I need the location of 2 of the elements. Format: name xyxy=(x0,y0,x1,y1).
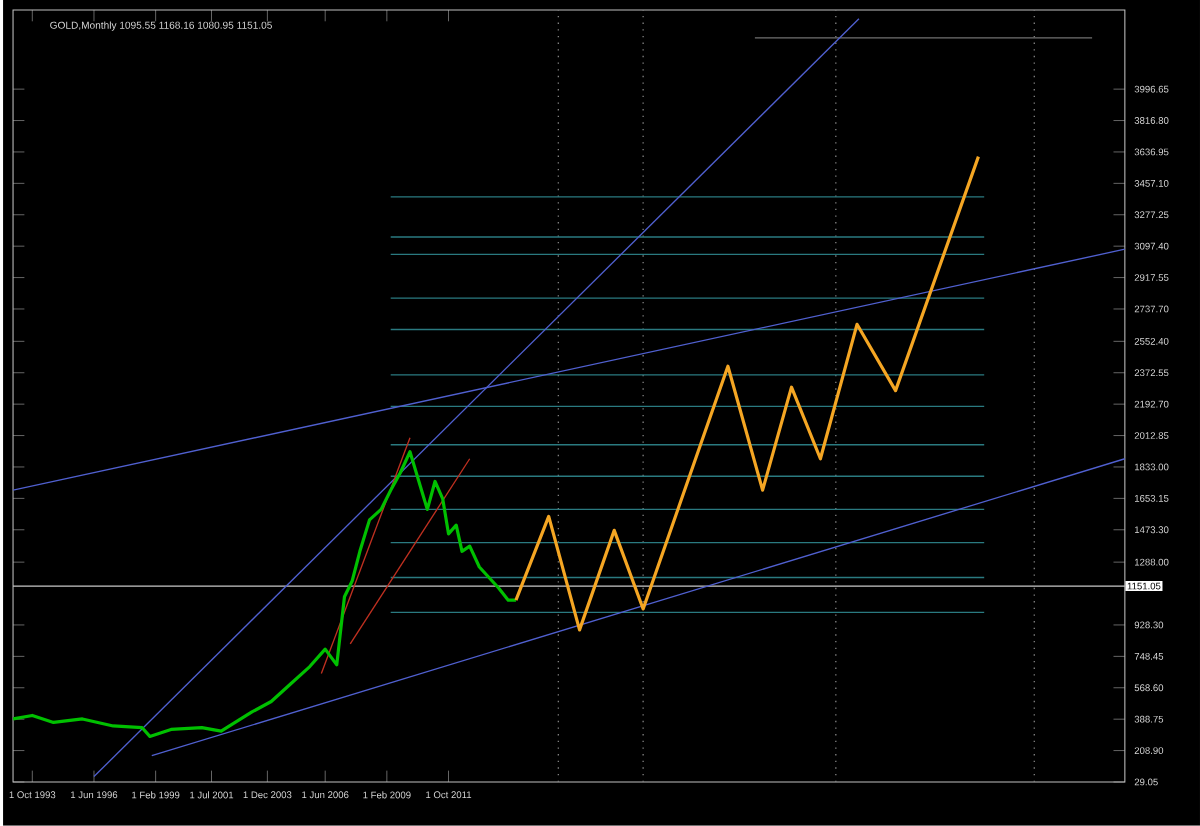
line-series xyxy=(514,155,981,632)
line-series xyxy=(13,450,518,739)
